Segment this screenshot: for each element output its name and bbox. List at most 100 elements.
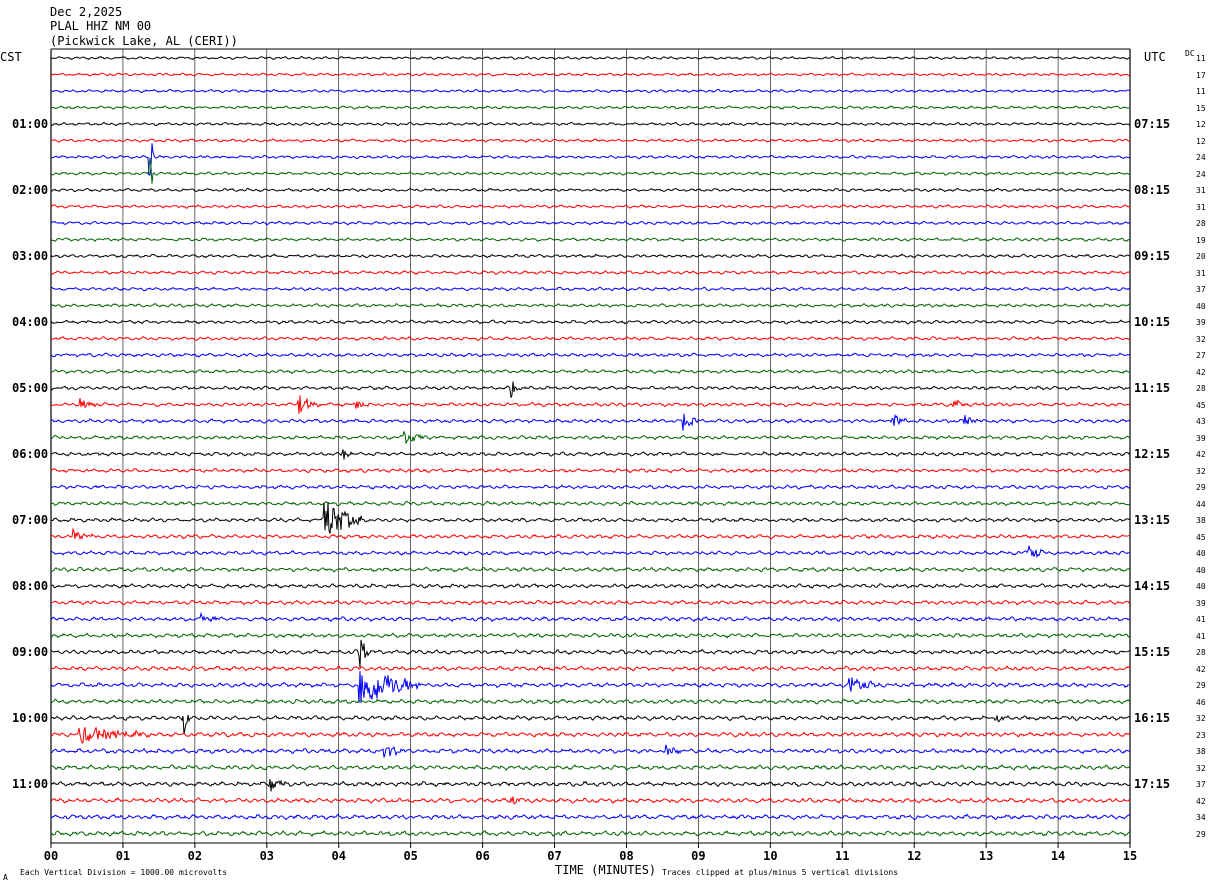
trace-22 bbox=[50, 413, 1131, 431]
trace-6 bbox=[50, 143, 1131, 176]
dc-offset-value: 40 bbox=[1196, 582, 1206, 591]
clip-note: Traces clipped at plus/minus 5 vertical … bbox=[662, 868, 899, 877]
x-tick-label: 07 bbox=[547, 849, 561, 863]
right-hour-label: 15:15 bbox=[1134, 645, 1171, 659]
dc-offset-value: 40 bbox=[1196, 565, 1206, 575]
trace-30 bbox=[50, 545, 1131, 559]
dc-offset-value: 37 bbox=[1196, 780, 1206, 789]
left-hour-label: 01:00 bbox=[12, 117, 49, 131]
trace-37 bbox=[50, 665, 1131, 672]
dc-offset-value: 43 bbox=[1196, 417, 1206, 426]
dc-offset-value: 41 bbox=[1196, 615, 1206, 624]
trace-18 bbox=[50, 352, 1131, 358]
left-hour-label: 08:00 bbox=[12, 579, 49, 593]
dc-offset-value: 40 bbox=[1196, 301, 1206, 311]
left-hour-label: 04:00 bbox=[12, 315, 49, 329]
x-tick-label: 02 bbox=[188, 849, 202, 863]
x-tick-label: 05 bbox=[403, 849, 417, 863]
x-tick-label: 12 bbox=[907, 849, 921, 863]
dc-offset-value: 42 bbox=[1196, 664, 1206, 674]
x-tick-label: 10 bbox=[763, 849, 777, 863]
dc-offset-value: 41 bbox=[1196, 631, 1206, 641]
x-tick-label: 01 bbox=[116, 849, 130, 863]
trace-33 bbox=[50, 599, 1131, 606]
trace-13 bbox=[50, 270, 1131, 275]
trace-27 bbox=[50, 500, 1131, 507]
trace-47 bbox=[50, 829, 1131, 838]
x-tick-label: 03 bbox=[260, 849, 274, 863]
dc-offset-value: 31 bbox=[1196, 186, 1206, 195]
dc-offset-value: 38 bbox=[1196, 747, 1206, 756]
trace-23 bbox=[50, 430, 1131, 444]
dc-offset-value: 39 bbox=[1196, 433, 1206, 443]
header-location: (Pickwick Lake, AL (CERI)) bbox=[50, 34, 238, 48]
dc-offset-value: 24 bbox=[1196, 169, 1206, 179]
trace-20 bbox=[50, 381, 1131, 398]
left-hour-label: 11:00 bbox=[12, 777, 49, 791]
dc-offset-value: 31 bbox=[1196, 202, 1206, 212]
right-hour-label: 16:15 bbox=[1134, 711, 1171, 725]
right-hour-label: 12:15 bbox=[1134, 447, 1171, 461]
dc-offset-value: 42 bbox=[1196, 796, 1206, 806]
dc-offset-value: 27 bbox=[1196, 351, 1206, 360]
trace-3 bbox=[50, 105, 1131, 110]
dc-offset-value: 42 bbox=[1196, 367, 1206, 377]
header-date: Dec 2,2025 bbox=[50, 5, 123, 19]
x-tick-label: 08 bbox=[619, 849, 633, 863]
trace-36 bbox=[50, 639, 1131, 668]
x-tick-label: 09 bbox=[691, 849, 705, 863]
corner-mark: A bbox=[3, 873, 8, 882]
trace-0 bbox=[50, 55, 1131, 61]
trace-19 bbox=[50, 368, 1131, 375]
x-tick-label: 04 bbox=[332, 849, 346, 863]
dc-offset-value: 31 bbox=[1196, 268, 1206, 278]
x-tick-labels: 00 01 02 03 04 05 06 07 08 09 10 11 12 13 14 15 bbox=[44, 843, 1137, 863]
dc-offset-value: 42 bbox=[1196, 450, 1206, 459]
trace-43 bbox=[50, 764, 1131, 771]
dc-offset-value: 20 bbox=[1196, 252, 1206, 261]
trace-16 bbox=[50, 319, 1131, 325]
right-hour-label: 11:15 bbox=[1134, 381, 1171, 395]
left-hour-label: 09:00 bbox=[12, 645, 49, 659]
trace-8 bbox=[50, 187, 1131, 193]
trace-5 bbox=[50, 138, 1131, 143]
dc-offset-value: 40 bbox=[1196, 549, 1206, 558]
left-timezone-label: CST bbox=[0, 50, 22, 64]
dc-offset-value: 24 bbox=[1196, 153, 1206, 162]
right-hour-label: 17:15 bbox=[1134, 777, 1171, 791]
trace-11 bbox=[50, 237, 1131, 243]
dc-offset-value: 12 bbox=[1196, 136, 1206, 146]
trace-15 bbox=[50, 303, 1131, 308]
trace-38 bbox=[50, 670, 1131, 704]
dc-offset-value: 15 bbox=[1196, 103, 1206, 113]
trace-25 bbox=[50, 467, 1131, 474]
dc-offset-value: 28 bbox=[1196, 219, 1206, 228]
dc-offset-value: 32 bbox=[1196, 763, 1206, 773]
right-hour-label: 14:15 bbox=[1134, 579, 1171, 593]
dc-offset-value: 19 bbox=[1196, 235, 1206, 245]
dc-offset-value: 46 bbox=[1196, 697, 1206, 707]
x-tick-label: 00 bbox=[44, 849, 58, 863]
trace-9 bbox=[50, 204, 1131, 209]
seismic-traces bbox=[50, 55, 1131, 838]
dc-offset-value: 11 bbox=[1196, 54, 1206, 63]
time-grid bbox=[50, 48, 1131, 844]
right-timezone-label: UTC bbox=[1144, 50, 1166, 64]
x-tick-label: 14 bbox=[1051, 849, 1065, 863]
left-hour-label: 07:00 bbox=[12, 513, 49, 527]
trace-4 bbox=[50, 121, 1131, 127]
left-hour-label: 06:00 bbox=[12, 447, 49, 461]
trace-17 bbox=[50, 335, 1131, 342]
right-hour-label: 09:15 bbox=[1134, 249, 1171, 263]
trace-24 bbox=[50, 449, 1131, 460]
dc-label: DC bbox=[1185, 49, 1195, 58]
x-tick-label: 15 bbox=[1123, 849, 1137, 863]
dc-offset-value: 37 bbox=[1196, 285, 1206, 294]
trace-26 bbox=[50, 484, 1131, 490]
scale-note: Each Vertical Division = 1000.00 microvo… bbox=[20, 868, 228, 877]
dc-offset-value: 39 bbox=[1196, 598, 1206, 608]
dc-offset-value: 29 bbox=[1196, 483, 1206, 492]
x-tick-label: 11 bbox=[835, 849, 849, 863]
dc-offset-value: 23 bbox=[1196, 730, 1206, 740]
